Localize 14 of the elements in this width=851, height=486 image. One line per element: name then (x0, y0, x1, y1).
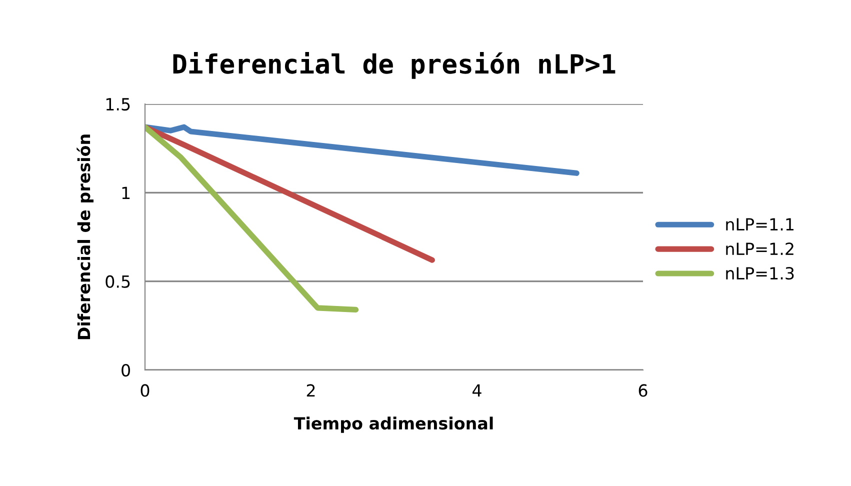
legend-label: nLP=1.1 (726, 218, 794, 230)
y-tick-label: 0 (122, 364, 130, 377)
legend-label: nLP=1.3 (726, 266, 794, 280)
y-axis-title: Diferencial de presión (76, 134, 94, 340)
legend-label: nLP=1.2 (726, 242, 794, 255)
x-tick-label: 2 (306, 384, 315, 397)
x-tick-label: 0 (140, 384, 150, 397)
chart-title: Diferencial de presión nLP>1 (173, 52, 616, 79)
y-tick-label: 1 (122, 186, 130, 199)
y-tick-label: 1.5 (106, 98, 130, 111)
y-tick-label: 0.5 (106, 275, 130, 288)
x-tick-label: 6 (638, 384, 648, 397)
x-tick-label: 4 (472, 384, 482, 397)
x-axis-title: Tiempo adimensional (294, 416, 493, 433)
